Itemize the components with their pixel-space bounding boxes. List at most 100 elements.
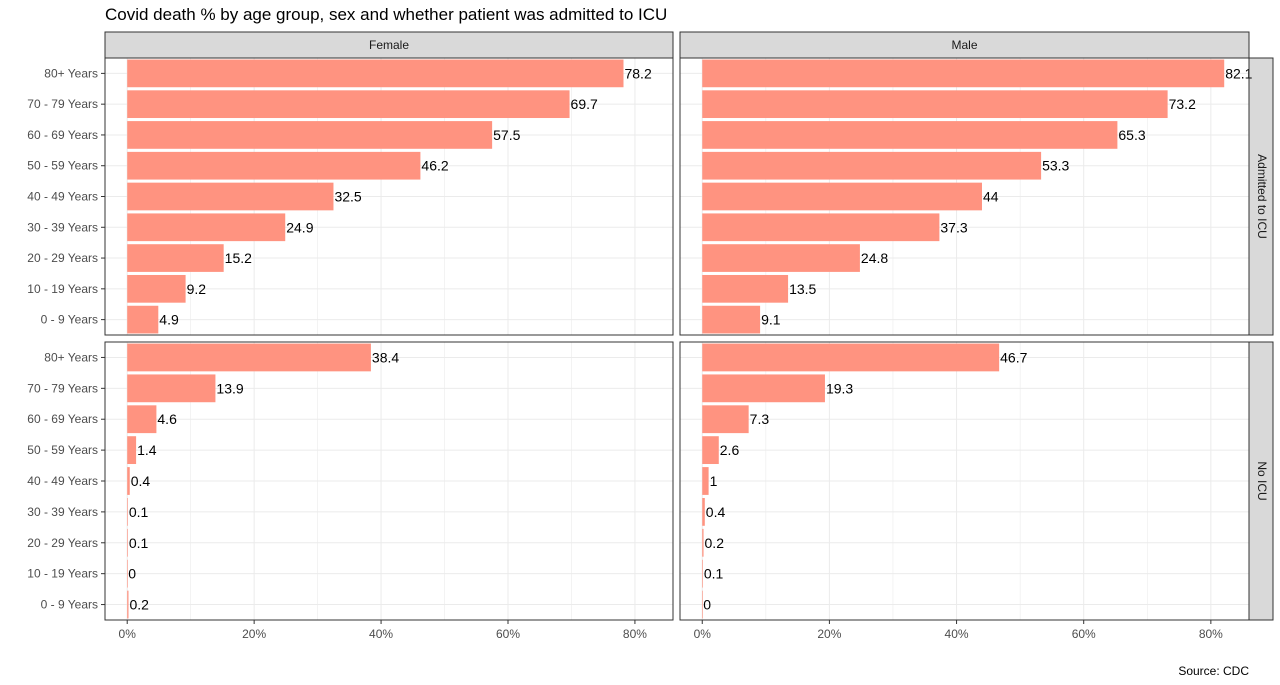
bar [702,274,789,303]
facet-row-label: Admitted to ICU [1255,154,1269,239]
y-tick-label: 20 - 29 Years [27,251,98,265]
bar [702,467,709,495]
y-tick-label: 80+ Years [44,350,98,364]
bar [702,213,940,242]
bar [127,497,128,526]
bar-value-label: 0 [703,597,711,613]
bar [127,121,493,149]
panel-border [679,57,1250,336]
x-tick-label: 40% [369,627,393,641]
bar [127,559,128,588]
bar-value-label: 38.4 [372,349,399,365]
bar-value-label: 4.6 [157,411,177,427]
x-tick-label: 60% [496,627,520,641]
bar-value-label: 73.2 [1169,96,1196,112]
bar-value-label: 37.3 [940,219,967,235]
y-tick-label: 50 - 59 Years [27,443,98,457]
bar [127,467,130,495]
x-tick-label: 20% [242,627,266,641]
bar-value-label: 0.1 [129,535,149,551]
bar [702,182,982,211]
bar [702,343,1000,372]
bar [127,274,186,303]
y-tick-label: 40 - 49 Years [27,190,98,204]
x-tick-label: 0% [119,627,137,641]
y-tick-label: 10 - 19 Years [27,567,98,581]
y-tick-label: 50 - 59 Years [27,159,98,173]
panel-border [679,341,1250,621]
panel-male-no-icu: 46.7 19.3 7.3 2.61 0.4 0.2 0.1 0 [679,341,1250,621]
bar [127,213,286,242]
y-tick-label: 70 - 79 Years [27,381,98,395]
bar-value-label: 78.2 [624,65,651,81]
bar-value-label: 65.3 [1118,127,1145,143]
source-caption: Source: CDC [1178,664,1249,678]
facet-strip-label: Male [951,38,977,52]
bar [702,151,1042,180]
facet-strip-female [104,31,674,59]
y-tick-label: 60 - 69 Years [27,128,98,142]
bar-value-label: 1 [710,473,718,489]
bar-value-label: 7.3 [750,411,770,427]
facet-strip-row [1248,341,1274,621]
y-tick-label: 10 - 19 Years [27,282,98,296]
bar-value-label: 19.3 [826,380,853,396]
bar [127,90,570,119]
bar-value-label: 69.7 [571,96,598,112]
facet-row-label: No ICU [1255,461,1269,500]
bar [702,244,860,272]
facet-strip-label: Female [369,38,409,52]
bar [127,374,216,403]
bar-value-label: 13.9 [216,380,243,396]
bar [127,182,334,211]
bar-value-label: 0.1 [704,566,724,582]
bar-value-label: 0.2 [705,535,725,551]
bar-value-label: 32.5 [334,189,361,205]
bar-value-label: 1.4 [137,442,157,458]
bar-value-label: 0.4 [706,504,726,520]
bar [127,590,129,619]
bar [702,559,703,588]
bar [702,528,704,557]
bar-value-label: 24.8 [861,250,888,266]
bar-value-label: 4.9 [159,312,179,328]
bar-value-label: 0 [128,566,136,582]
bar-value-label: 13.5 [789,281,816,297]
bar-value-label: 2.6 [720,442,740,458]
bar-value-label: 44 [983,189,999,205]
bar [127,436,137,465]
bar [702,590,703,619]
bar [702,305,761,334]
x-tick-label: 80% [623,627,647,641]
y-tick-label: 80+ Years [44,66,98,80]
bar [702,374,825,403]
panel-male-icu: 82.1 73.2 65.3 53.3 44 37.3 24.8 13.5 9.1 [679,57,1253,336]
y-tick-label: 20 - 29 Years [27,536,98,550]
y-tick-label: 30 - 39 Years [27,505,98,519]
bar-value-label: 24.9 [286,219,313,235]
bar-value-label: 9.2 [187,281,207,297]
bar [702,436,719,465]
bar-value-label: 0.1 [129,504,149,520]
bar-value-label: 15.2 [225,250,252,266]
y-tick-label: 60 - 69 Years [27,412,98,426]
panel-female-no-icu: 38.4 13.9 4.61.4 0.4 0.1 0.1 0 0.2 [104,341,674,621]
bar [127,305,159,334]
bar-value-label: 57.5 [493,127,520,143]
bar-value-label: 53.3 [1042,158,1069,174]
bar [127,244,224,272]
bar [127,151,421,180]
y-tick-label: 0 - 9 Years [41,598,98,612]
bar [127,59,624,88]
bar [127,343,371,372]
bar [702,405,749,434]
y-tick-label: 40 - 49 Years [27,474,98,488]
x-tick-label: 80% [1199,627,1223,641]
bar [702,497,705,526]
chart-title: Covid death % by age group, sex and whet… [105,5,668,24]
bar [127,405,157,434]
bar-value-label: 9.1 [761,312,781,328]
bar [702,90,1168,119]
